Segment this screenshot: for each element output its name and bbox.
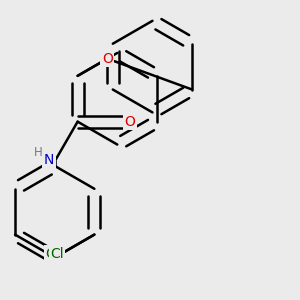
Text: O: O <box>102 52 113 66</box>
Text: Cl: Cl <box>50 247 64 261</box>
Text: H: H <box>34 146 43 159</box>
Text: N: N <box>44 153 55 167</box>
Text: Cl: Cl <box>46 247 59 261</box>
Text: O: O <box>124 115 135 129</box>
